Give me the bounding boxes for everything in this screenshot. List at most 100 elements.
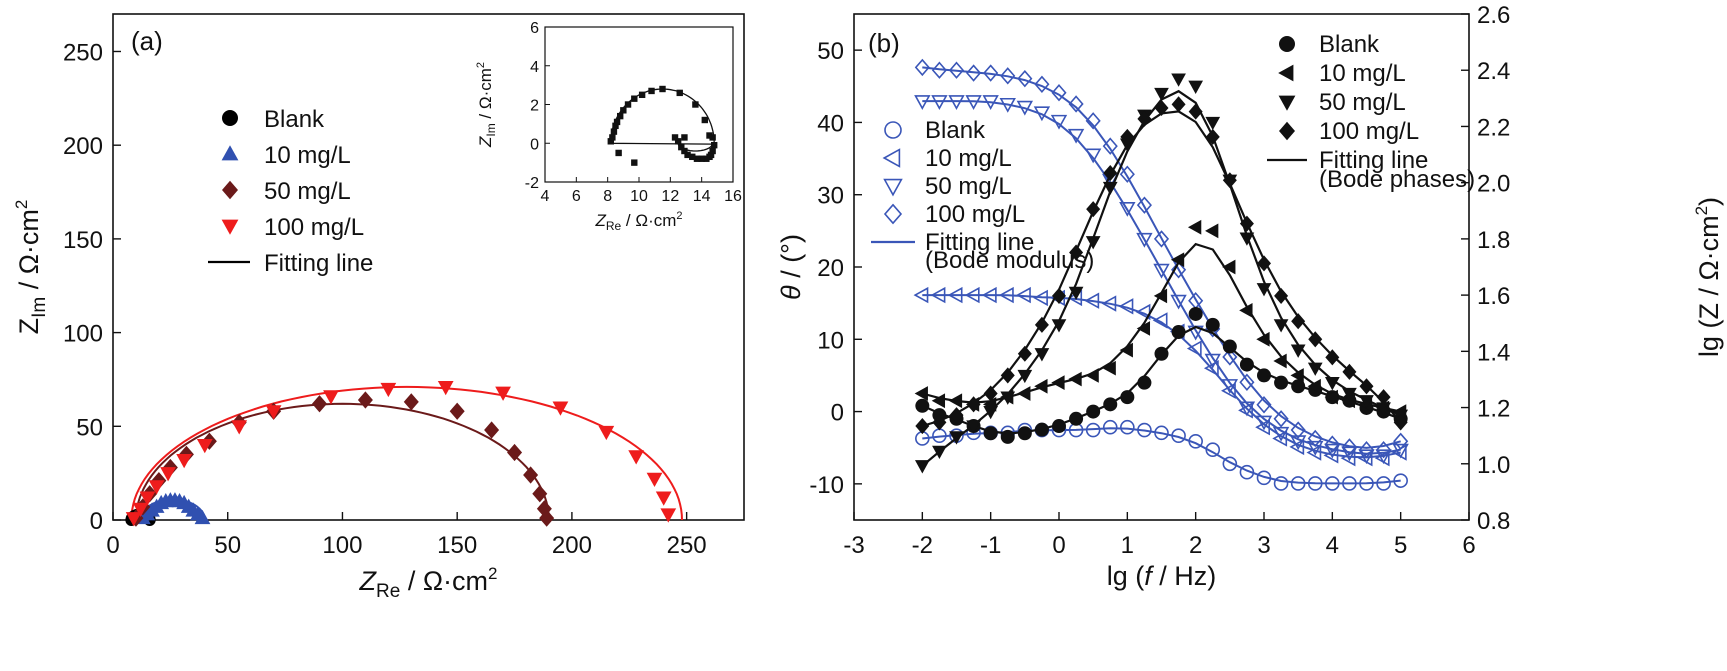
- data-point-modulus: [1017, 69, 1033, 88]
- data-point-modulus: [998, 286, 1014, 304]
- data-point-modulus: [982, 95, 999, 110]
- inset-data-point: [703, 155, 710, 162]
- y-tick-label: 100: [63, 321, 103, 348]
- data-point-phase: [1274, 287, 1289, 304]
- inset-data-point: [701, 116, 708, 124]
- data-point-phase: [1069, 244, 1084, 261]
- data-point-100-mg-L: [125, 512, 142, 527]
- data-point-modulus: [1256, 396, 1272, 414]
- legend-marker: [884, 121, 902, 139]
- x-tick-label: 0: [106, 532, 119, 559]
- data-point-100-mg-L: [380, 382, 397, 398]
- data-point-phase: [1068, 371, 1082, 387]
- inset-data-point: [659, 85, 666, 93]
- data-point-phase: [1034, 378, 1048, 394]
- data-point-modulus: [1272, 426, 1290, 442]
- x-tick-label: 6: [1462, 532, 1475, 559]
- y-right-tick-label: 2.0: [1477, 171, 1510, 198]
- inset-data-point: [684, 151, 691, 159]
- data-point-100-mg-L: [646, 472, 663, 488]
- data-point-modulus: [1376, 476, 1391, 491]
- data-point-modulus: [1307, 429, 1323, 448]
- data-point-phase: [1000, 391, 1016, 405]
- y-right-tick-label: 1.0: [1477, 452, 1510, 479]
- data-point-100-mg-L: [437, 380, 454, 396]
- data-point-phase: [1239, 232, 1255, 246]
- data-point-modulus: [1221, 379, 1239, 394]
- x-tick-label: 150: [437, 532, 477, 559]
- data-point-modulus: [1152, 312, 1168, 329]
- x-tick-label: 5: [1394, 532, 1407, 559]
- data-point-50-mg-L: [484, 421, 500, 439]
- data-point-phase: [1307, 362, 1323, 376]
- data-point-modulus: [1324, 443, 1341, 459]
- data-point-phase: [1051, 319, 1067, 333]
- x-tick-label: -2: [912, 532, 933, 559]
- data-point-phase: [1222, 339, 1237, 354]
- data-point-modulus: [1033, 289, 1048, 307]
- data-point-modulus: [1222, 456, 1238, 472]
- data-point-phase: [1205, 317, 1220, 332]
- data-point-modulus: [1137, 422, 1152, 438]
- data-point-phase: [1154, 346, 1169, 361]
- data-point-modulus: [931, 61, 947, 79]
- y-tick-label: 0: [90, 508, 103, 535]
- inset-data-point: [689, 153, 696, 161]
- data-point-modulus: [1085, 112, 1101, 130]
- data-point-50-mg-L: [403, 393, 419, 411]
- data-point-phase: [1154, 87, 1169, 102]
- legend-label: Fitting line: [264, 250, 373, 277]
- data-point-modulus: [1255, 415, 1273, 431]
- data-point-modulus: [914, 58, 930, 77]
- data-point-modulus: [1102, 419, 1118, 435]
- legend-label: 50 mg/L: [925, 173, 1012, 200]
- legend-marker: [222, 180, 238, 200]
- data-point-phase: [1085, 368, 1099, 383]
- data-point-phase: [1205, 116, 1221, 131]
- y-right-tick-label: 2.2: [1477, 114, 1510, 141]
- data-point-modulus: [1222, 348, 1238, 366]
- data-point-phase: [1359, 378, 1374, 395]
- inset-y-tick-label: 6: [530, 20, 539, 37]
- x-tick-label: 0: [1052, 532, 1065, 559]
- data-point-phase: [1017, 386, 1031, 401]
- inset-y-tick-label: 2: [530, 98, 539, 115]
- y-tick-label: 200: [63, 133, 103, 160]
- data-point-phase: [1170, 252, 1185, 268]
- data-point-phase: [1137, 375, 1152, 390]
- data-point-phase: [1154, 99, 1169, 117]
- data-point-phase: [1273, 319, 1289, 333]
- data-point-modulus: [1136, 232, 1153, 248]
- data-point-phase: [1188, 103, 1203, 120]
- data-point-modulus: [1376, 441, 1392, 459]
- data-point-phase: [915, 417, 930, 435]
- data-point-modulus: [1085, 422, 1101, 438]
- data-point-modulus: [1393, 432, 1409, 450]
- data-point-100-mg-L: [628, 450, 645, 465]
- data-point-modulus: [1273, 476, 1289, 491]
- data-point-modulus: [965, 95, 982, 110]
- data-point-modulus: [983, 64, 999, 82]
- data-point-phase: [1239, 303, 1253, 318]
- inset-data-point: [711, 141, 718, 149]
- inset-data-point: [610, 128, 618, 135]
- data-point-phase: [1307, 378, 1321, 394]
- inset-data-point: [692, 101, 699, 108]
- data-point-modulus: [1120, 419, 1135, 435]
- legend-label: (Bode phases): [1319, 166, 1475, 193]
- data-point-phase: [1086, 201, 1101, 218]
- data-point-phase: [914, 460, 930, 474]
- data-point-100-mg-L: [495, 386, 511, 401]
- data-point-phase: [1051, 375, 1065, 391]
- data-point-phase: [914, 386, 928, 401]
- data-point-modulus: [1325, 476, 1340, 491]
- data-point-phase: [1034, 422, 1049, 437]
- data-point-phase: [949, 431, 964, 445]
- legend-marker: [1278, 95, 1296, 111]
- data-point-modulus: [1323, 447, 1339, 464]
- data-point-phase: [1171, 96, 1186, 113]
- data-point-phase: [1239, 215, 1254, 232]
- data-point-modulus: [1205, 442, 1221, 458]
- data-point-phase: [1256, 331, 1270, 347]
